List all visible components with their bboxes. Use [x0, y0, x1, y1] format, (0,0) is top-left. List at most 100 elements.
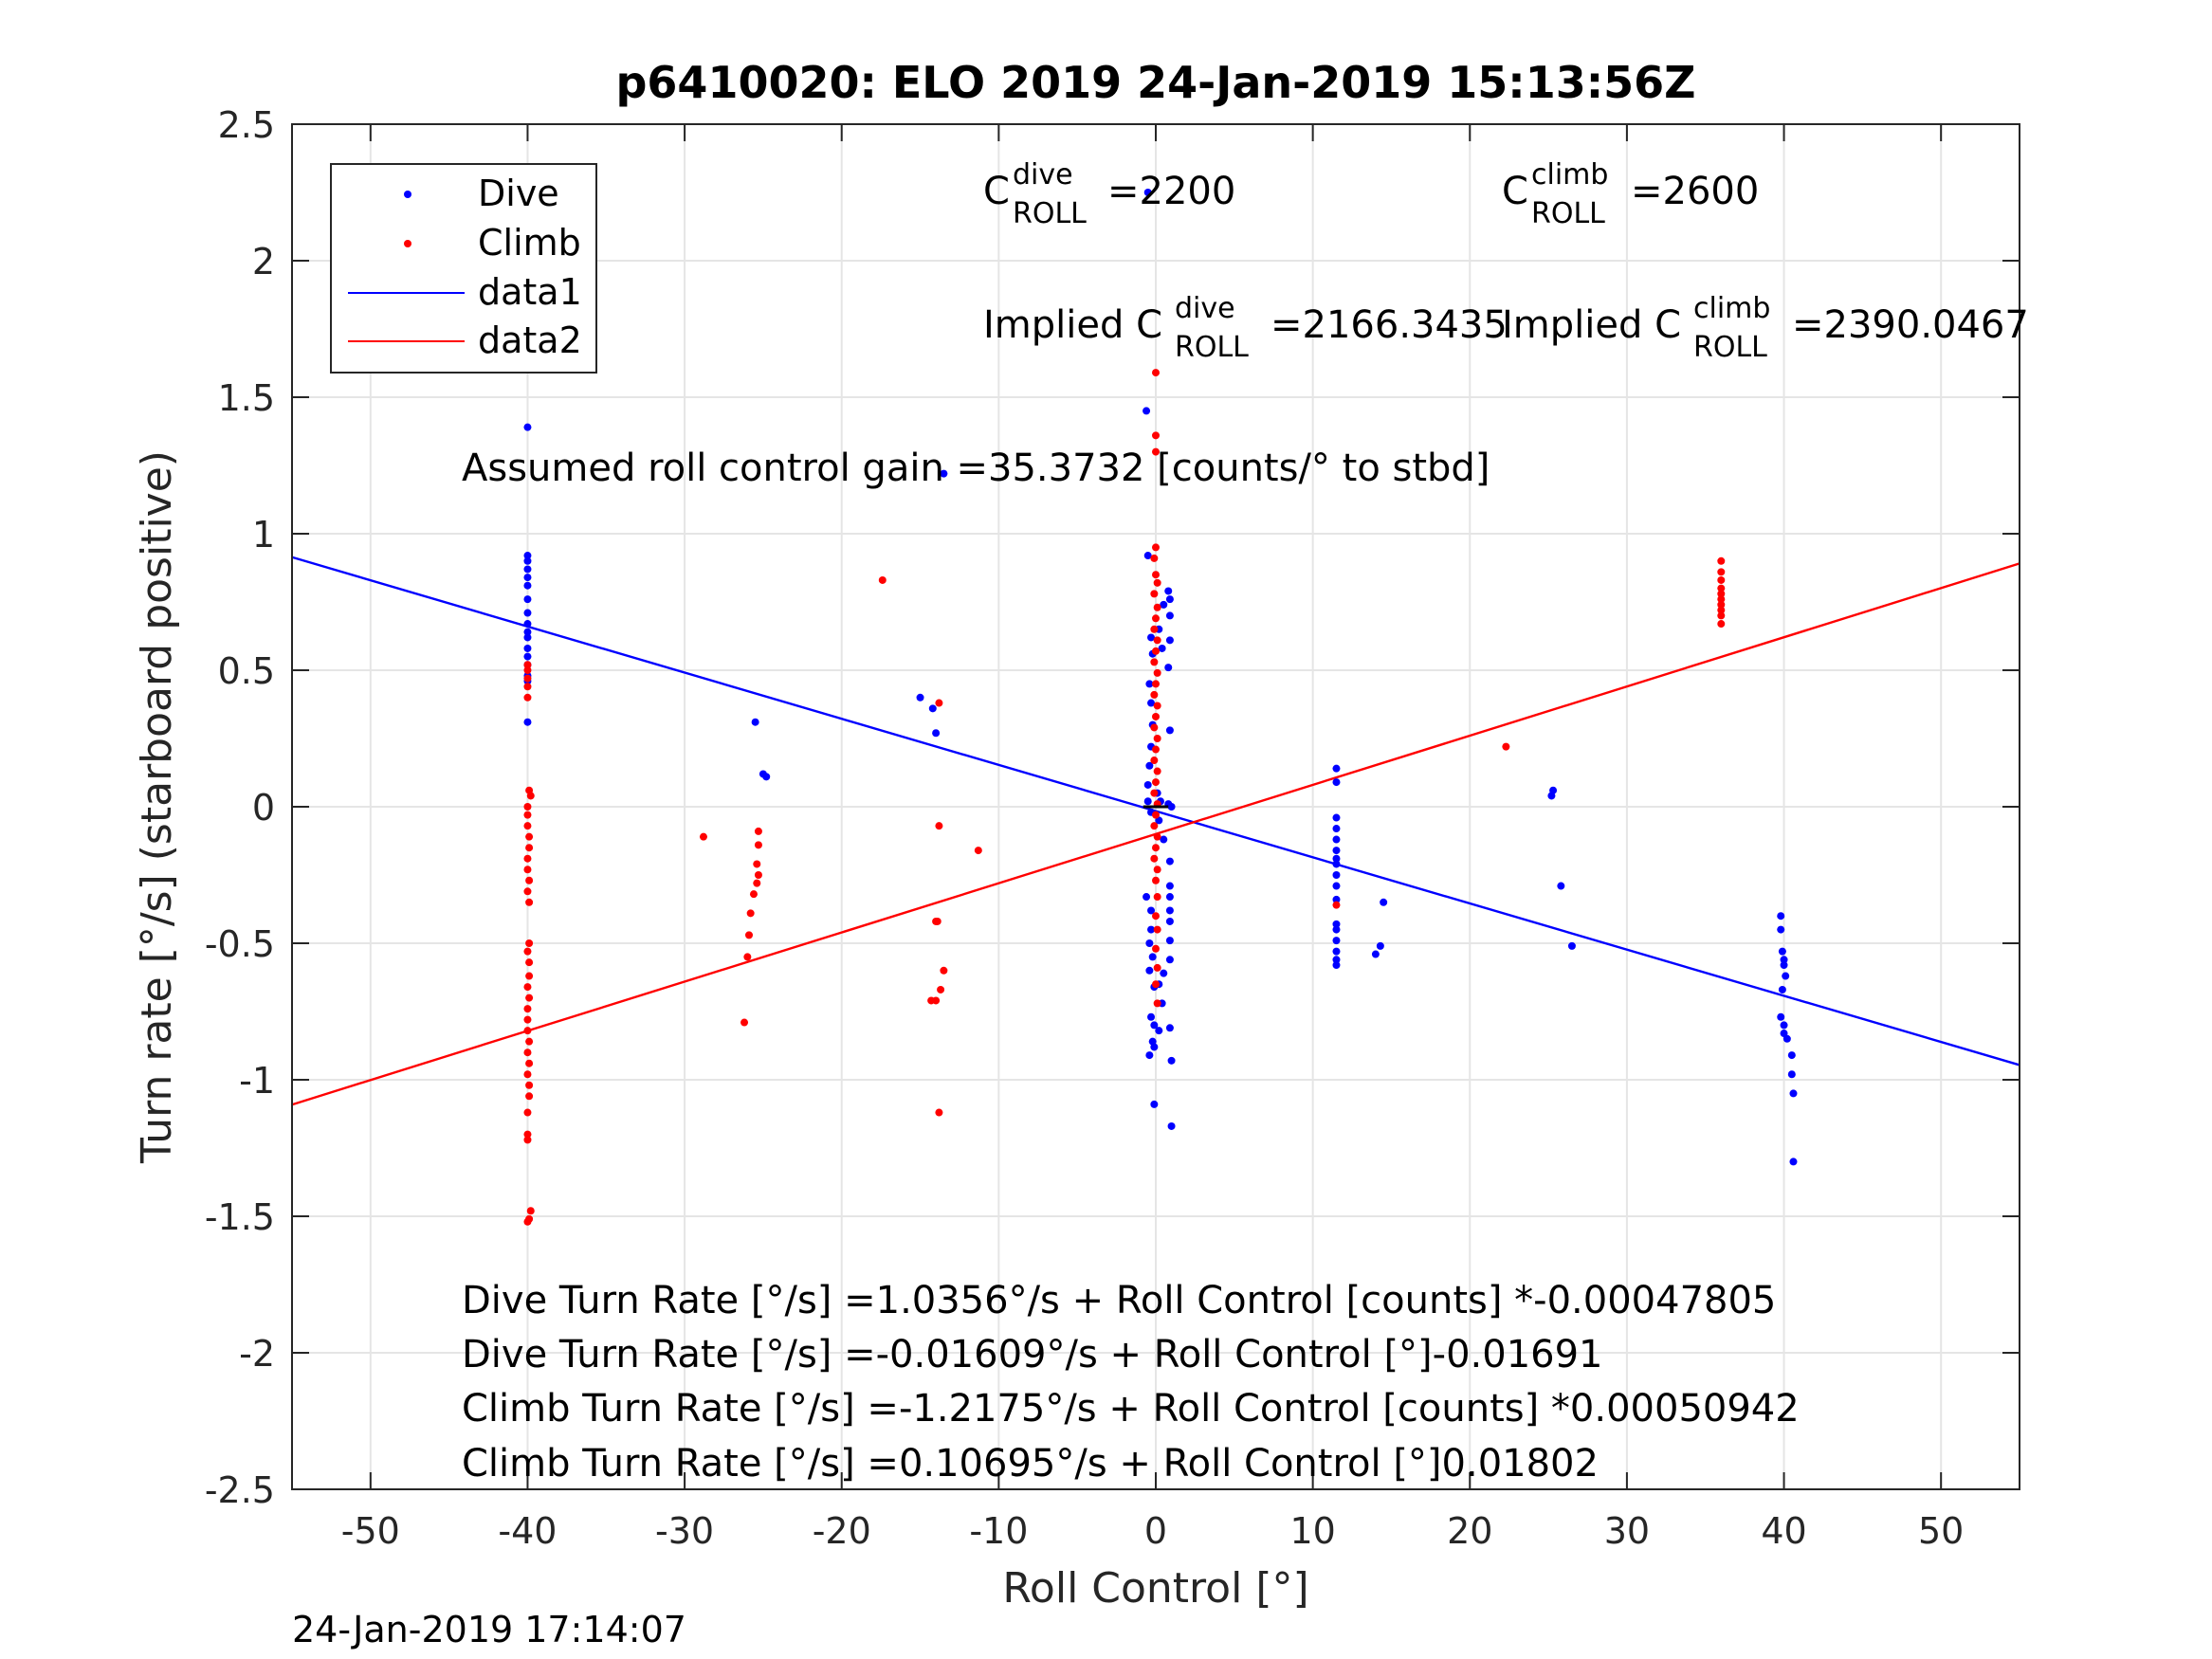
c-roll-dive-sup: dive: [1013, 158, 1073, 191]
climb-point: [526, 792, 535, 800]
y-tick-label: -2: [239, 1333, 275, 1375]
x-tick-label: -50: [341, 1510, 400, 1552]
x-tick-label: 30: [1604, 1510, 1650, 1552]
dive-point: [1147, 699, 1156, 707]
implied-climb-sub: ROLL: [1693, 331, 1767, 364]
climb-point: [1153, 866, 1161, 874]
dive-point: [1332, 882, 1341, 890]
dive-point: [1143, 797, 1152, 806]
dive-point: [1145, 680, 1154, 688]
print-timestamp: 24-Jan-2019 17:14:07: [292, 1609, 686, 1650]
dive-point: [1549, 786, 1558, 794]
climb-point: [525, 832, 534, 841]
dive-point: [1780, 1021, 1788, 1030]
dive-point: [1332, 925, 1341, 934]
climb-point: [1152, 431, 1160, 440]
data1-fit-line: [291, 556, 2020, 1066]
climb-point: [743, 953, 752, 961]
climb-point: [526, 1207, 535, 1215]
implied-climb-base: Implied C: [1502, 303, 1681, 347]
climb-point: [523, 947, 532, 956]
climb-point: [1153, 603, 1161, 611]
chart-title: p6410020: ELO 2019 24-Jan-2019 15:13:56Z: [616, 57, 1696, 108]
climb-point: [754, 841, 762, 849]
dive-point: [1164, 664, 1173, 672]
dive-point: [1787, 1070, 1796, 1079]
dive-point: [1165, 956, 1174, 964]
climb-point: [1717, 575, 1726, 584]
climb-point: [740, 1018, 749, 1027]
implied-dive-sup: dive: [1175, 292, 1235, 325]
dive-point: [1148, 953, 1157, 961]
x-tick-label: 10: [1289, 1510, 1335, 1552]
dive-point: [928, 704, 937, 713]
legend-dive-label: Dive: [478, 173, 559, 214]
implied-climb-value: =2390.0467: [1792, 303, 2029, 347]
dive-point: [1778, 947, 1786, 956]
climb-point: [1153, 893, 1161, 902]
dive-point: [1167, 1121, 1176, 1130]
climb-point: [1150, 822, 1159, 830]
c-roll-climb-annotation: C climb ROLL =2600: [1502, 158, 1759, 230]
climb-point: [1152, 811, 1160, 819]
dive-point: [1332, 956, 1341, 964]
climb-point: [1150, 590, 1159, 598]
implied-climb-sup: climb: [1693, 292, 1770, 325]
climb-point: [1717, 590, 1726, 598]
climb-point: [1153, 668, 1161, 677]
climb-point: [1150, 723, 1159, 732]
dive-point: [1160, 600, 1168, 609]
climb-point: [935, 1108, 943, 1117]
climb-point: [523, 866, 532, 874]
climb-point: [523, 1015, 532, 1024]
climb-point: [523, 983, 532, 992]
climb-point: [1152, 543, 1160, 552]
climb-point: [523, 693, 532, 702]
dive-point: [940, 469, 948, 478]
climb-point: [1717, 620, 1726, 629]
dive-point: [523, 718, 532, 726]
dive-point: [1145, 1051, 1154, 1060]
dive-point: [1164, 587, 1173, 595]
dive-point: [1145, 939, 1154, 947]
x-tick-label: -40: [498, 1510, 557, 1552]
dive-point: [1332, 860, 1341, 868]
tick-labels: -50 -40 -30 -20 -10 0 10 20 30 40 50 2.5 2 1.5 1 0.5 0 -0…: [205, 104, 1965, 1552]
climb-point: [523, 1130, 532, 1139]
climb-point: [1152, 745, 1160, 754]
dive-point: [1155, 1027, 1163, 1035]
dive-point: [1789, 1158, 1798, 1166]
dive-point: [1332, 847, 1341, 855]
climb-point: [1152, 680, 1160, 688]
dive-point: [1160, 835, 1168, 844]
c-roll-climb-sub: ROLL: [1531, 197, 1605, 230]
climb-point: [1717, 600, 1726, 609]
climb-point: [1717, 606, 1726, 614]
y-tick-label: 1.5: [218, 377, 275, 419]
dive-point: [1147, 906, 1156, 915]
climb-point: [523, 887, 532, 896]
dive-point: [1782, 972, 1790, 980]
dive-point: [1332, 947, 1341, 956]
climb-point: [1153, 963, 1161, 972]
climb-point: [525, 994, 534, 1002]
climb-point: [523, 1027, 532, 1035]
dive-point: [1150, 1100, 1159, 1108]
climb-point: [754, 871, 762, 879]
climb-point: [523, 661, 532, 669]
dive-point: [1147, 1012, 1156, 1021]
climb-point: [525, 972, 534, 980]
climb-point: [1152, 571, 1160, 579]
dive-point: [1143, 780, 1152, 789]
climb-point: [525, 1059, 534, 1067]
climb-point: [1152, 614, 1160, 623]
plot-border: [291, 123, 2020, 1490]
dive-point: [1777, 912, 1785, 921]
x-tick-label: 20: [1447, 1510, 1492, 1552]
x-tick-label: 40: [1761, 1510, 1806, 1552]
climb-point: [1150, 757, 1159, 765]
dive-point: [1165, 636, 1174, 645]
x-tick-label: -10: [969, 1510, 1028, 1552]
dive-point: [1147, 925, 1156, 934]
dive-point: [1789, 1089, 1798, 1098]
